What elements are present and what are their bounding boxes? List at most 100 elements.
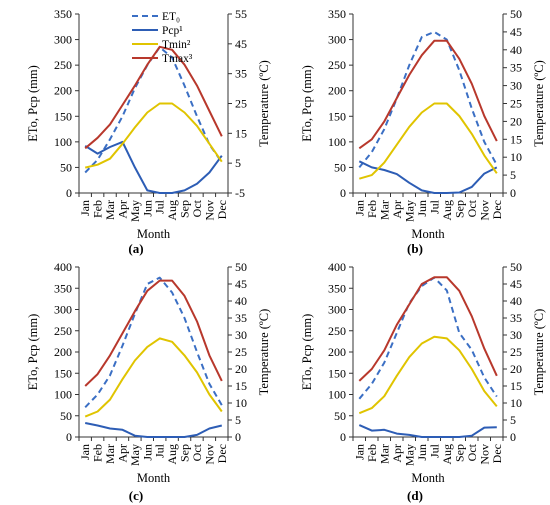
x-tick-label: Apr <box>115 444 129 463</box>
right-tick-label: 25 <box>235 345 247 359</box>
x-tick-label: Oct <box>190 199 204 217</box>
legend: ET₀ Pcp¹ Tmin² Tmax³ <box>132 11 193 65</box>
left-tick-label: 100 <box>328 388 346 402</box>
chart-panel-c: 0 50 100 150 200 250 300 350 400 0 5 10 15 20 25 30 35 40… <box>26 260 271 503</box>
right-tick-label: 25 <box>235 97 247 111</box>
right-tick-label: 10 <box>510 150 522 164</box>
x-tick-label: Oct <box>465 443 479 461</box>
chart-panel-a: 0 50 100 150 200 250 300 350 -5 5 15 25 35 45 55 JanFeb… <box>26 7 271 256</box>
left-tick-label: 250 <box>54 324 72 338</box>
x-tick-label: Jul <box>427 443 441 458</box>
legend-label-pcp: Pcp¹ <box>162 25 183 37</box>
x-tick-label: Nov <box>202 444 216 465</box>
x-tick-label: Jul <box>427 199 441 214</box>
x-tick-label: Sep <box>452 444 466 462</box>
left-tick-label: 200 <box>328 345 346 359</box>
right-tick-label: 40 <box>235 294 247 308</box>
left-tick-label: 350 <box>54 7 72 21</box>
series-line-tmax <box>84 279 223 387</box>
series-line-eto <box>84 46 223 174</box>
left-tick-label: 50 <box>60 409 72 423</box>
right-tick-label: 15 <box>235 379 247 393</box>
x-axis-label: Month <box>411 471 445 485</box>
x-tick-label: Jun <box>415 200 429 217</box>
right-tick-label: 40 <box>510 294 522 308</box>
left-tick-label: 200 <box>54 84 72 98</box>
right-tick-label: 45 <box>235 37 247 51</box>
right-tick-label: 0 <box>235 430 241 444</box>
x-tick-label: Apr <box>115 200 129 219</box>
right-tick-label: 30 <box>510 328 522 342</box>
x-tick-label: Feb <box>91 200 105 218</box>
panel-label: (d) <box>407 488 423 503</box>
series-line-tmin <box>84 337 223 418</box>
left-tick-label: 250 <box>328 324 346 338</box>
panel-label: (b) <box>407 241 423 256</box>
right-tick-label: 5 <box>510 413 516 427</box>
right-tick-label: 35 <box>235 311 247 325</box>
right-tick-label: 5 <box>235 413 241 427</box>
series-line-pcp <box>358 424 497 438</box>
left-tick-label: 350 <box>54 281 72 295</box>
y-axis-label-left: ETo, Pcp (mm) <box>300 65 314 142</box>
right-tick-label: 0 <box>510 430 516 444</box>
x-tick-label: Nov <box>202 200 216 221</box>
series-line-tmax <box>84 45 223 150</box>
right-tick-label: 35 <box>510 61 522 75</box>
series-line-eto <box>358 30 498 169</box>
x-tick-label: Jun <box>415 444 429 461</box>
left-tick-label: 50 <box>60 160 72 174</box>
left-tick-label: 300 <box>54 33 72 47</box>
x-axis-label: Month <box>137 227 171 241</box>
x-axis-label: Month <box>137 471 171 485</box>
series-line-tmax <box>358 39 498 150</box>
panel-label: (c) <box>129 488 143 503</box>
right-tick-label: 10 <box>510 396 522 410</box>
right-tick-label: 5 <box>235 156 241 170</box>
x-tick-label: Jun <box>140 200 154 217</box>
right-tick-label: 35 <box>510 311 522 325</box>
left-tick-label: 0 <box>340 430 346 444</box>
x-tick-label: Dec <box>490 444 504 463</box>
x-tick-label: Apr <box>390 200 404 219</box>
x-tick-label: Aug <box>165 200 179 221</box>
x-tick-label: May <box>402 200 416 222</box>
left-tick-label: 200 <box>54 345 72 359</box>
x-tick-label: Jul <box>153 443 167 458</box>
x-tick-label: Nov <box>477 200 491 221</box>
left-tick-label: 0 <box>340 186 346 200</box>
series-line-pcp <box>84 140 223 194</box>
legend-label-tmin: Tmin² <box>162 39 191 51</box>
left-tick-label: 400 <box>54 260 72 274</box>
x-tick-label: Sep <box>178 200 192 218</box>
x-tick-label: Dec <box>490 200 504 219</box>
x-tick-label: Jan <box>352 200 366 216</box>
x-tick-label: Aug <box>440 444 454 465</box>
right-tick-label: 15 <box>510 132 522 146</box>
series-line-eto <box>84 276 223 408</box>
left-tick-label: 0 <box>66 430 72 444</box>
right-tick-label: 5 <box>510 168 516 182</box>
right-tick-label: 35 <box>235 67 247 81</box>
left-tick-label: 0 <box>66 186 72 200</box>
left-tick-label: 300 <box>54 303 72 317</box>
x-tick-label: Feb <box>365 444 379 462</box>
right-tick-label: 55 <box>235 7 247 21</box>
left-tick-label: 100 <box>54 135 72 149</box>
right-tick-label: -5 <box>235 186 245 200</box>
right-tick-label: 0 <box>510 186 516 200</box>
y-axis-label-right: Temperature (ºC) <box>532 60 546 147</box>
left-tick-label: 50 <box>334 160 346 174</box>
series-line-tmax <box>358 276 498 382</box>
right-tick-label: 50 <box>510 260 522 274</box>
x-tick-label: Jul <box>153 199 167 214</box>
x-tick-label: Jun <box>140 444 154 461</box>
x-tick-label: Feb <box>365 200 379 218</box>
x-tick-label: Dec <box>215 200 229 219</box>
x-tick-label: Jan <box>352 444 366 460</box>
x-tick-label: Jan <box>78 444 92 460</box>
x-tick-label: Dec <box>215 444 229 463</box>
series-line-tmin <box>84 102 223 169</box>
right-tick-label: 15 <box>510 379 522 393</box>
